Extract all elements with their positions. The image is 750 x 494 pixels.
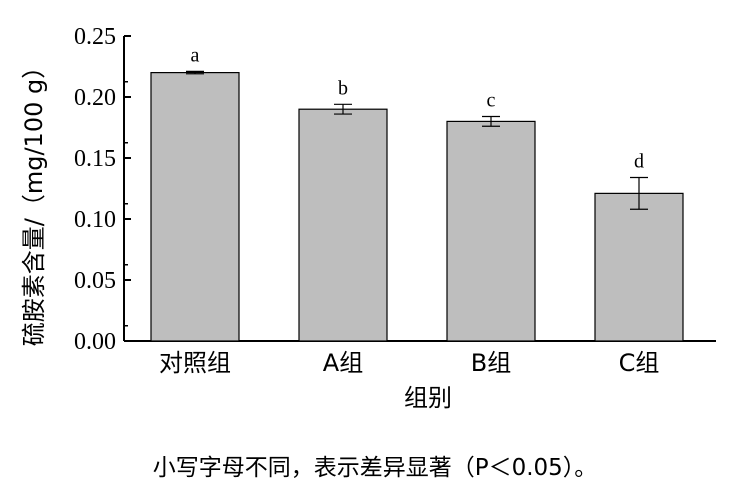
y-tick-label: 0.25 <box>74 24 116 50</box>
bar <box>446 120 536 342</box>
bar <box>298 108 388 342</box>
y-tick-label: 0.10 <box>74 207 116 233</box>
significance-label: d <box>634 151 644 173</box>
y-tick-label: 0.20 <box>74 85 116 111</box>
category-label: A组 <box>323 349 363 377</box>
y-tick-label: 0.00 <box>74 329 116 355</box>
bar <box>150 71 240 342</box>
significance-label: c <box>487 90 496 112</box>
significance-label: b <box>338 77 348 99</box>
x-axis-title: 组别 <box>404 384 452 412</box>
bar <box>594 192 684 342</box>
axes: 0.00 0.05 0.10 0.15 0.20 0.25 <box>74 24 716 355</box>
significance-label: a <box>191 44 200 66</box>
category-label: C组 <box>619 349 660 377</box>
significance-note: 小写字母不同，表示差异显著（P＜0.05）。 <box>152 455 598 481</box>
labels: a 对照组 b A组 c B组 d C组 <box>159 44 659 377</box>
category-label: 对照组 <box>159 349 231 377</box>
y-tick-label: 0.15 <box>74 146 116 172</box>
bar-chart: 0.00 0.05 0.10 0.15 0.20 0.25 a 对照组 b A组 c B组 d C组 硫… <box>20 24 716 412</box>
y-tick-label: 0.05 <box>74 268 116 294</box>
y-axis-title: 硫胺素含量/（mg/100 g） <box>20 55 48 346</box>
category-label: B组 <box>471 349 511 377</box>
bars <box>150 70 684 342</box>
